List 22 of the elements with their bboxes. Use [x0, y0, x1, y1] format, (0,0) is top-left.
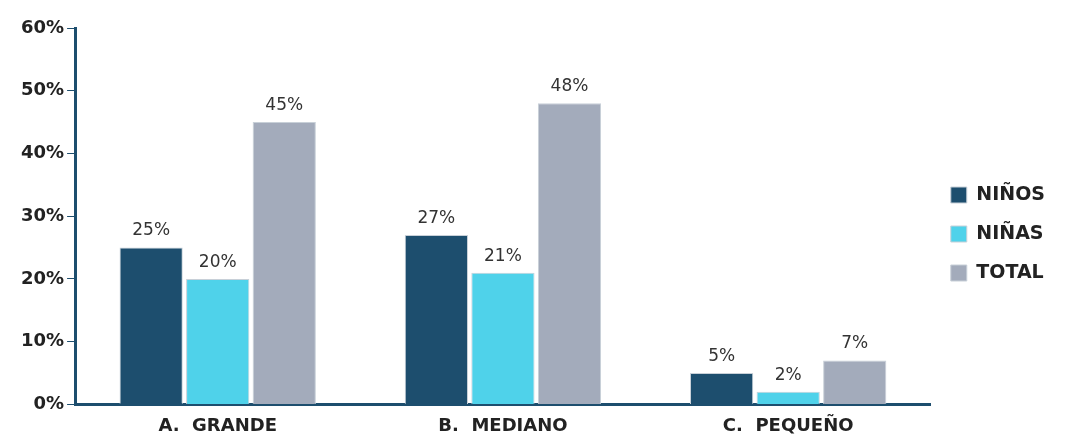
legend-label: TOTAL [976, 259, 1044, 282]
data-label: 48% [550, 75, 589, 96]
y-tick-label: 0% [33, 392, 65, 414]
y-tick-label: 10% [20, 329, 65, 351]
x-tick-label: B. MEDIANO [438, 413, 568, 435]
x-tick-label: C. PEQUEÑO [722, 412, 854, 435]
data-label: 21% [484, 244, 522, 265]
y-tick-label: 40% [20, 141, 65, 163]
data-label: 5% [708, 344, 736, 365]
legend-label: NIÑAS [976, 219, 1044, 243]
data-label: 27% [417, 206, 456, 227]
data-label: 7% [841, 332, 869, 353]
data-label: 2% [774, 363, 802, 384]
data-label: 20% [198, 250, 237, 271]
y-tick-label: 60% [20, 15, 65, 37]
y-tick-label: 30% [20, 203, 65, 225]
legend-label: NIÑOS [976, 180, 1046, 204]
y-tick-label: 20% [20, 266, 65, 288]
data-label: 25% [132, 219, 171, 240]
x-tick-label: A. GRANDE [158, 413, 277, 435]
data-label: 45% [265, 94, 304, 115]
y-tick-label: 50% [20, 78, 65, 100]
